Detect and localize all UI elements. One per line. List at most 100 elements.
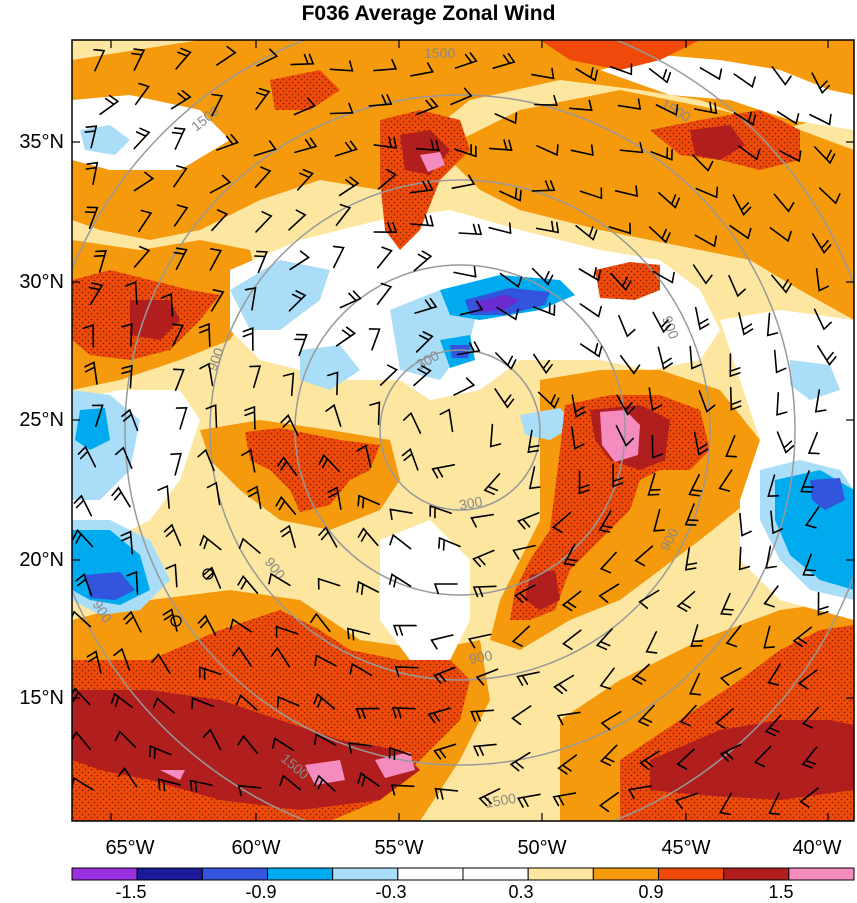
wind-barb [275, 625, 299, 638]
wind-barb [645, 631, 658, 654]
wind-barb [110, 692, 133, 709]
wind-barb [811, 233, 832, 254]
wind-barb [277, 456, 298, 477]
wind-barb [318, 526, 338, 548]
wind-barb [811, 72, 830, 95]
wind-barb [570, 144, 594, 157]
wind-barb [242, 326, 254, 351]
wind-barb [579, 187, 603, 200]
wind-barb [619, 355, 641, 375]
wind-barb [206, 481, 221, 506]
wind-barb [692, 264, 713, 285]
colorbar-label: 0.9 [638, 882, 664, 902]
colorbar-swatch [462, 867, 529, 881]
wind-barb [216, 45, 237, 66]
wind-barb [113, 647, 131, 671]
wind-barb [329, 102, 354, 115]
wind-barb [531, 180, 556, 192]
wind-barb [739, 512, 752, 537]
wind-barb [334, 140, 358, 157]
wind-barb [388, 746, 412, 761]
wind-barb [279, 774, 302, 791]
wind-barb [651, 434, 663, 459]
wind-barb [392, 624, 417, 636]
wind-barb [689, 345, 702, 370]
wind-barb [313, 733, 337, 746]
wind-barb [84, 361, 98, 385]
wind-barb [556, 711, 581, 726]
wind-barb [638, 589, 660, 610]
wind-barb [313, 693, 336, 710]
wind-barb [149, 745, 172, 759]
wind-barb [511, 705, 532, 726]
wind-barb [329, 60, 354, 72]
wind-barb [203, 566, 222, 589]
wind-barb [650, 147, 673, 161]
wind-barb [297, 168, 314, 191]
wind-barb [82, 323, 95, 348]
wind-barb [391, 706, 416, 719]
wind-barb [172, 368, 185, 391]
wind-barb [171, 127, 186, 150]
wind-barb [162, 608, 178, 632]
wind-barb [599, 551, 617, 574]
wind-barb [293, 97, 317, 116]
wind-barb [472, 585, 497, 598]
wind-barb [289, 250, 310, 271]
colorbar-label: -0.3 [375, 882, 407, 902]
wind-barb [610, 272, 632, 292]
wind-barb [818, 187, 841, 205]
wind-barb [817, 345, 837, 366]
wind-barb [470, 709, 495, 722]
wind-barb [499, 187, 522, 202]
wind-barb [199, 362, 214, 387]
wind-barb [805, 506, 820, 529]
wind-barb [764, 714, 782, 737]
wind-barb [488, 222, 512, 235]
wind-barb [373, 221, 398, 234]
wind-barb [379, 364, 398, 386]
wind-barb [133, 171, 155, 192]
wind-barb [409, 180, 434, 194]
wind-barb [313, 774, 336, 792]
wind-barb [175, 47, 192, 70]
wind-barb [578, 470, 590, 495]
wind-barb [327, 371, 339, 396]
wind-barb [694, 234, 718, 248]
contour-label: 300 [458, 493, 484, 513]
wind-barb [679, 704, 697, 727]
wind-barb [357, 527, 379, 547]
wind-barb [348, 742, 372, 754]
colorbar-swatch [136, 867, 203, 881]
wind-barb [552, 792, 577, 807]
wind-barb [86, 650, 102, 674]
wind-barb [84, 125, 98, 149]
wind-barb [335, 326, 357, 347]
wind-barb [210, 289, 225, 312]
plot-frame [71, 39, 855, 822]
wind-barb [470, 513, 494, 528]
wind-barb [357, 494, 380, 509]
wind-barb [499, 272, 523, 289]
wind-barb [138, 209, 153, 233]
wind-barb [229, 618, 253, 633]
wind-barb [438, 536, 461, 551]
colorbar-label: -1.5 [115, 882, 147, 902]
lon-label: 50°W [517, 837, 567, 859]
wind-barb [268, 572, 291, 587]
wind-barb [552, 512, 571, 534]
wind-barb [151, 653, 171, 674]
wind-barb [157, 778, 181, 792]
lat-label: 15°N [19, 687, 64, 709]
wind-barb [256, 48, 279, 67]
wind-barb [753, 745, 772, 768]
wind-barb [562, 629, 582, 650]
wind-barb [725, 625, 742, 648]
wind-barb [569, 99, 593, 112]
wind-barb [451, 174, 476, 189]
wind-barb [809, 113, 832, 126]
wind-barb [531, 267, 554, 286]
wind-barb [238, 537, 261, 554]
wind-barb [173, 165, 188, 188]
wind-barb [771, 274, 792, 294]
